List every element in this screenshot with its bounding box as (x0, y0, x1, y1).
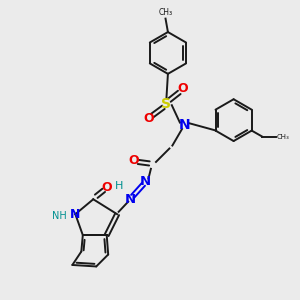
Text: N: N (125, 193, 136, 206)
Text: N: N (140, 175, 151, 188)
Text: S: S (161, 97, 171, 111)
Text: O: O (101, 181, 112, 194)
Text: CH₃: CH₃ (277, 134, 289, 140)
Text: H: H (115, 181, 123, 191)
Text: O: O (178, 82, 188, 95)
Text: N: N (70, 208, 80, 221)
Text: O: O (143, 112, 154, 125)
Text: CH₃: CH₃ (158, 8, 172, 16)
Text: O: O (128, 154, 139, 167)
Text: N: N (178, 118, 190, 132)
Text: NH: NH (52, 211, 67, 221)
